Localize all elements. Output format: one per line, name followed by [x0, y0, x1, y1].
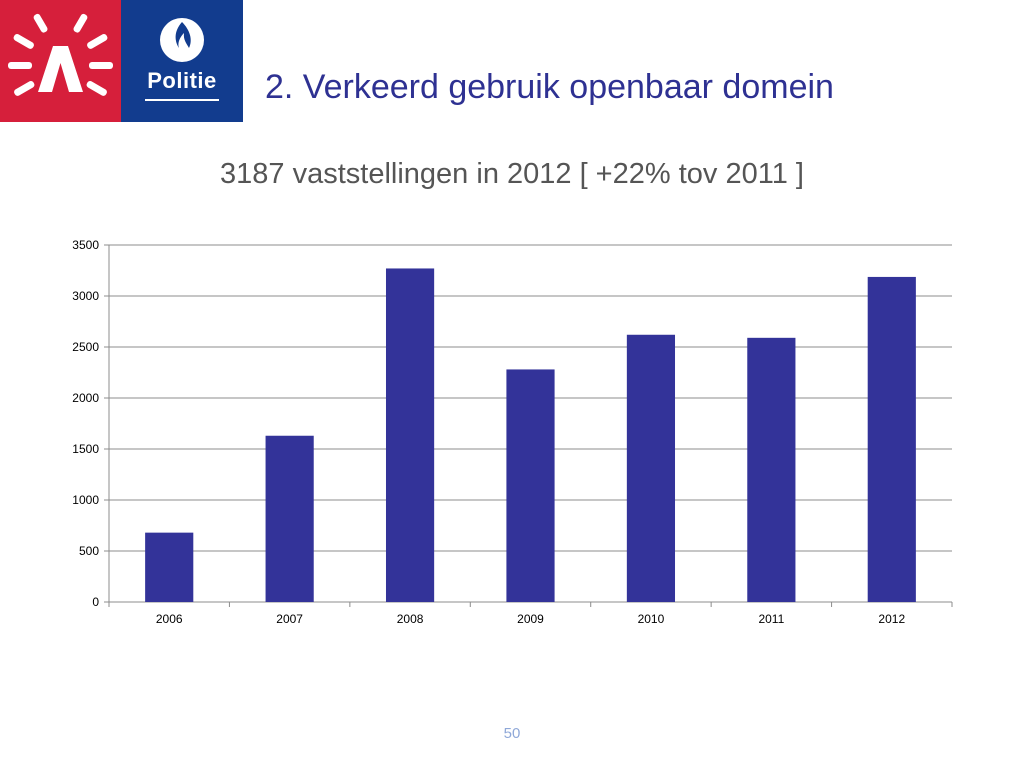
bar: [506, 369, 555, 602]
y-tick-label: 2000: [72, 391, 99, 405]
x-tick-label: 2008: [397, 612, 424, 626]
x-tick-label: 2012: [878, 612, 905, 626]
x-tick-label: 2011: [758, 612, 784, 626]
page-number: 50: [503, 725, 521, 742]
y-tick-label: 500: [79, 544, 99, 558]
bar-chart: 0 500 1000 1500 2000 2500 3000 3500 2006 2007 2008…: [72, 238, 953, 626]
y-tick-label: 1500: [72, 442, 99, 456]
antwerp-logo-graphic: [8, 13, 113, 96]
antwerp-logo: [0, 0, 121, 122]
police-flame-icon: [160, 18, 204, 62]
police-logo: Politie: [121, 0, 243, 122]
y-tick-label: 0: [92, 595, 99, 609]
bar: [747, 337, 796, 602]
police-logo-label: Politie: [147, 68, 217, 93]
x-tick-label: 2009: [517, 612, 544, 626]
y-tick-label: 3500: [72, 238, 99, 252]
bar: [145, 532, 194, 602]
y-tick-label: 3000: [72, 289, 99, 303]
x-tick-label: 2010: [638, 612, 665, 626]
x-tick-label: 2006: [156, 612, 183, 626]
y-tick-label: 1000: [72, 493, 99, 507]
bar: [265, 435, 314, 602]
y-tick-label: 2500: [72, 340, 99, 354]
bar: [385, 268, 435, 602]
chart-subtitle: 3187 vaststellingen in 2012 [ +22% tov 2…: [220, 158, 804, 190]
bar: [626, 334, 676, 602]
bar: [867, 276, 916, 602]
police-logo-underline: [145, 99, 219, 101]
slide-title: 2. Verkeerd gebruik openbaar domein: [265, 68, 834, 106]
x-tick-label: 2007: [276, 612, 303, 626]
